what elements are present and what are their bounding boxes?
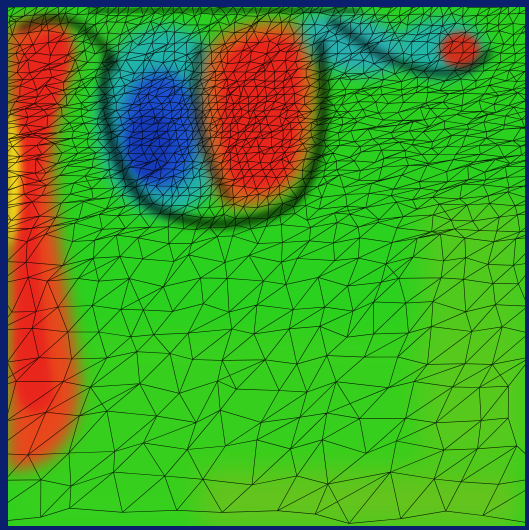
mesh-edges	[7, 6, 526, 524]
plot-border	[6, 5, 527, 528]
small-vortex-red	[440, 32, 480, 68]
shear-band-left	[17, 15, 119, 71]
left-deep-red-band	[15, 31, 70, 414]
shear-band-upper-right	[328, 17, 494, 77]
shear-band-inner	[192, 44, 233, 202]
shear-band-large	[99, 39, 329, 229]
triangular-mesh	[7, 6, 526, 524]
field-bottom-olive	[200, 470, 520, 527]
shear-band-top	[89, 6, 361, 15]
